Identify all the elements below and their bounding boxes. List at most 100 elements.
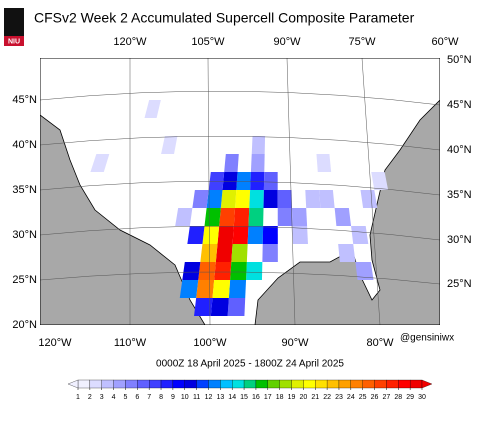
colorbar-swatch [255,379,268,389]
colorbar-swatch [172,379,185,389]
scp-cell [214,262,232,280]
lon-label: 90°W [281,337,309,349]
lat-label: 50°N [447,54,472,66]
lat-label: 25°N [12,274,37,286]
colorbar-swatch [326,379,340,389]
scp-cell [334,208,352,226]
lon-label: 105°W [191,36,225,48]
colorbar-tick-label: 24 [347,394,355,401]
lat-label: 35°N [12,184,37,196]
colorbar-over [421,379,433,389]
scp-cell [250,154,265,172]
scp-cell [220,190,237,208]
scp-cell [291,208,308,226]
colorbar-tick-label: 29 [406,394,414,401]
colorbar-swatch [386,379,399,389]
parallel [40,225,440,241]
meridian [207,58,211,325]
colorbar-tick-label: 2 [88,394,92,401]
scp-cell [251,136,266,154]
colorbar-swatch [184,379,197,389]
scp-cell [144,100,161,118]
scp-cell [319,190,335,208]
scp-cell [215,244,233,262]
colorbar-swatch [89,379,102,389]
colorbar-tick-label: 9 [171,394,175,401]
colorbar-tick-label: 25 [359,394,367,401]
scp-cell [305,190,321,208]
scp-cell [233,208,250,226]
scp-cell [210,298,229,316]
meridian [286,58,296,325]
scp-cell [247,226,264,244]
graticule [40,58,440,325]
colorbar-tick-label: 26 [371,394,379,401]
scp-cell [262,226,278,244]
colorbar-tick-label: 20 [299,394,307,401]
scp-cell [202,226,220,244]
scp-cell [338,244,356,262]
scp-cell [212,280,231,298]
colorbar-tick-label: 16 [252,394,260,401]
lon-label: 120°W [113,36,147,48]
colorbar-swatch [398,379,411,389]
colorbar-swatch [125,379,138,389]
colorbar-tick-label: 30 [418,394,426,401]
colorbar-swatch [243,379,257,389]
scp-cell [248,208,264,226]
lat-label: 40°N [447,144,472,156]
colorbar-swatch [113,379,126,389]
scp-cell [179,280,199,298]
colorbar-tick-label: 22 [323,394,331,401]
colorbar-tick-label: 17 [264,394,272,401]
lat-label: 20°N [12,319,37,331]
colorbar-tick-label: 28 [394,394,402,401]
scp-cell [204,208,221,226]
logo-text: NIU [8,38,20,45]
shading [90,100,389,316]
lat-label: 40°N [12,139,37,151]
colorbar-swatch [362,379,375,389]
colorbar-tick-label: 4 [112,394,116,401]
scp-cell [371,172,389,190]
parallel [40,271,440,285]
scp-cell [206,190,223,208]
colorbar-swatch [374,379,387,389]
colorbar-swatch [196,379,209,389]
colorbar-tick-label: 18 [276,394,284,401]
colorbar-tick-label: 21 [311,394,319,401]
colorbar-swatch [149,379,162,389]
parallel [40,90,440,106]
colorbar-tick-label: 10 [181,394,189,401]
logo-band [4,36,24,46]
scp-cell [360,190,378,208]
scp-cell [263,172,278,190]
lon-label: 90°W [273,36,301,48]
scp-cell [90,154,110,172]
colorbar-tick-label: 5 [123,394,127,401]
scp-cell [262,244,278,262]
colorbar-swatch [137,379,150,389]
scp-cell [196,280,215,298]
colorbar-swatch [350,379,363,389]
lat-label: 35°N [447,189,472,201]
colorbar-tick-label: 8 [159,394,163,401]
lat-label: 30°N [447,234,472,246]
title: CFSv2 Week 2 Accumulated Supercell Compo… [34,10,415,26]
scp-cell [236,172,251,190]
scp-cell [316,154,332,172]
scp-cell [232,226,249,244]
colorbar-tick-label: 3 [100,394,104,401]
scp-cell [227,298,246,316]
scp-cell [175,208,193,226]
colorbar-tick-label: 11 [193,394,200,401]
lon-label: 100°W [193,337,227,349]
scp-cell [198,262,216,280]
scp-cell [200,244,218,262]
lon-label: 60°W [431,36,459,48]
scp-cell [217,226,234,244]
colorbar-tick-label: 15 [240,394,248,401]
lat-label: 45°N [12,94,37,106]
parallel [40,180,440,196]
scp-cell [219,208,236,226]
